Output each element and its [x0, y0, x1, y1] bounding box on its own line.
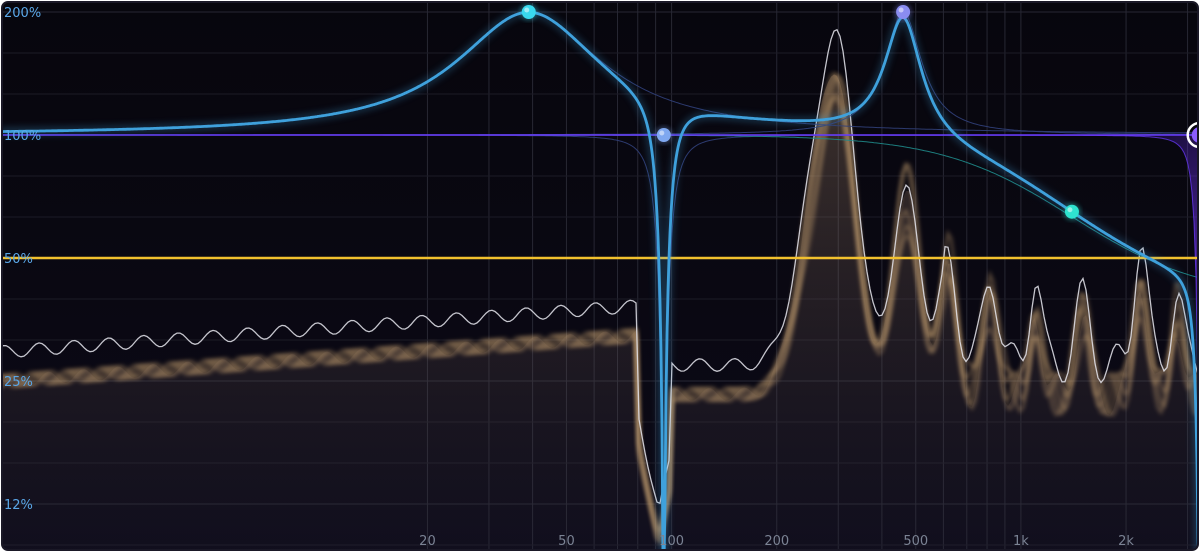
band-handles[interactable] — [519, 3, 1200, 221]
spectrum-peak-hold — [2, 28, 1198, 505]
x-axis-label: 20 — [419, 534, 436, 549]
band-1-handle[interactable] — [519, 3, 538, 21]
x-axis-label: 50 — [558, 534, 575, 549]
spectrum-trace — [2, 71, 1198, 534]
y-axis-label: 100% — [4, 129, 41, 144]
y-axis-labels: 200% 100% 50% 25% 12% — [4, 6, 41, 513]
spectrum-analyzer — [2, 28, 1198, 550]
band-5-handle[interactable] — [1186, 121, 1200, 149]
x-axis-label: 500 — [903, 534, 928, 549]
y-axis-label: 12% — [4, 498, 33, 513]
band-3-handle[interactable] — [894, 3, 913, 21]
band-2-handle[interactable] — [654, 126, 673, 144]
y-axis-label: 50% — [4, 252, 33, 267]
x-axis-label: 1k — [1013, 534, 1029, 549]
spectrum-trace — [2, 92, 1198, 535]
eq-response-curve — [2, 9, 1198, 550]
x-axis-label: 200 — [764, 534, 789, 549]
x-axis-label: 100 — [659, 534, 684, 549]
band-4-handle[interactable] — [1062, 202, 1081, 221]
band-curves — [2, 11, 1198, 550]
spectrum-fill — [2, 74, 1198, 550]
x-axis-labels: 20501002005001k2k5k10k20k — [419, 534, 1134, 549]
x-axis-label: 2k — [1118, 534, 1134, 549]
response-line — [2, 10, 1198, 550]
y-axis-label: 25% — [4, 375, 33, 390]
y-axis-label: 200% — [4, 6, 41, 21]
